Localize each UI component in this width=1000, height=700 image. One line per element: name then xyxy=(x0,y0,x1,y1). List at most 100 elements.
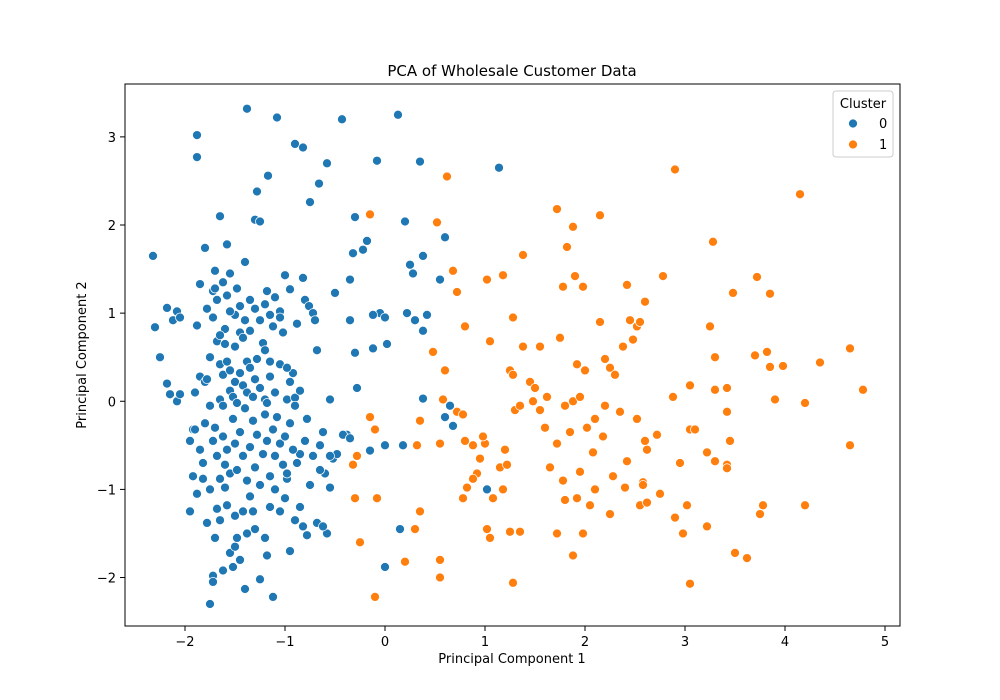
data-point-cluster-0 xyxy=(352,383,362,393)
data-point-cluster-0 xyxy=(260,345,270,356)
data-point-cluster-1 xyxy=(515,400,525,411)
data-point-cluster-0 xyxy=(190,387,200,398)
data-point-cluster-1 xyxy=(542,392,552,402)
data-point-cluster-0 xyxy=(415,156,425,167)
data-point-cluster-0 xyxy=(195,444,205,455)
data-point-cluster-0 xyxy=(218,277,228,288)
data-point-cluster-1 xyxy=(590,484,600,495)
data-point-cluster-1 xyxy=(438,394,448,405)
data-point-cluster-0 xyxy=(185,506,195,517)
data-point-cluster-1 xyxy=(605,509,615,519)
data-point-cluster-0 xyxy=(350,347,360,358)
data-point-cluster-1 xyxy=(765,288,775,299)
data-point-cluster-0 xyxy=(208,577,218,587)
data-point-cluster-0 xyxy=(238,451,248,461)
data-point-cluster-0 xyxy=(245,362,255,373)
data-point-cluster-1 xyxy=(562,242,572,252)
data-point-cluster-0 xyxy=(240,584,250,594)
data-point-cluster-0 xyxy=(222,290,232,301)
data-point-cluster-0 xyxy=(192,152,202,162)
data-point-cluster-0 xyxy=(395,524,405,534)
x-axis-ticks: −2 −1 0 1 2 3 4 5 xyxy=(175,626,889,650)
data-point-cluster-1 xyxy=(475,453,485,464)
data-point-cluster-0 xyxy=(345,274,355,285)
data-point-cluster-1 xyxy=(478,431,488,442)
data-point-cluster-1 xyxy=(762,347,772,357)
data-point-cluster-0 xyxy=(310,315,320,326)
data-point-cluster-0 xyxy=(258,449,268,459)
data-point-cluster-0 xyxy=(238,332,248,343)
data-point-cluster-1 xyxy=(610,369,620,380)
data-point-cluster-0 xyxy=(222,239,232,250)
data-point-cluster-0 xyxy=(210,283,220,294)
data-point-cluster-1 xyxy=(758,500,768,511)
data-point-cluster-0 xyxy=(232,533,242,543)
data-point-cluster-0 xyxy=(225,306,235,317)
data-point-cluster-0 xyxy=(262,286,272,296)
data-point-cluster-0 xyxy=(362,236,372,246)
data-point-cluster-0 xyxy=(222,356,232,367)
data-point-cluster-0 xyxy=(275,506,285,517)
data-point-cluster-1 xyxy=(452,287,462,297)
x-tick-label: 3 xyxy=(681,635,689,650)
data-point-cluster-0 xyxy=(262,550,272,561)
data-point-cluster-0 xyxy=(230,438,240,449)
data-point-cluster-0 xyxy=(232,465,242,475)
data-point-cluster-1 xyxy=(355,537,365,548)
data-point-cluster-0 xyxy=(250,462,260,473)
data-point-cluster-1 xyxy=(432,217,442,228)
data-point-cluster-1 xyxy=(690,424,700,435)
data-point-cluster-1 xyxy=(595,317,605,327)
data-point-cluster-1 xyxy=(600,400,610,411)
data-point-cluster-0 xyxy=(393,109,403,120)
data-point-cluster-0 xyxy=(265,371,275,382)
data-point-cluster-0 xyxy=(202,518,212,528)
data-point-cluster-0 xyxy=(228,562,238,572)
plot-frame xyxy=(124,83,901,627)
data-point-cluster-1 xyxy=(482,524,492,534)
data-point-cluster-0 xyxy=(422,310,432,320)
y-tick-label: 2 xyxy=(108,219,116,234)
data-point-cluster-1 xyxy=(530,383,540,393)
data-point-cluster-0 xyxy=(272,412,282,422)
data-point-cluster-0 xyxy=(312,345,322,356)
data-point-cluster-0 xyxy=(440,232,450,243)
data-point-cluster-0 xyxy=(268,424,278,435)
legend: Cluster 0 1 xyxy=(832,90,894,158)
data-point-cluster-0 xyxy=(298,273,308,283)
data-point-cluster-1 xyxy=(578,281,588,292)
data-point-cluster-0 xyxy=(262,398,272,408)
data-point-cluster-1 xyxy=(568,550,578,561)
data-point-cluster-0 xyxy=(198,458,208,468)
data-point-cluster-0 xyxy=(295,385,305,396)
data-point-cluster-0 xyxy=(440,412,450,422)
x-tick-label: 0 xyxy=(381,635,389,650)
data-point-cluster-0 xyxy=(418,393,428,404)
data-point-cluster-1 xyxy=(755,509,765,519)
data-point-cluster-1 xyxy=(575,392,585,402)
data-point-cluster-1 xyxy=(682,500,692,511)
data-point-cluster-0 xyxy=(205,484,215,495)
data-point-cluster-0 xyxy=(230,510,240,521)
data-point-cluster-1 xyxy=(502,459,512,470)
data-point-cluster-0 xyxy=(222,500,232,511)
data-point-cluster-0 xyxy=(220,482,230,493)
data-point-cluster-1 xyxy=(348,459,358,470)
data-point-cluster-0 xyxy=(245,442,255,452)
data-point-cluster-0 xyxy=(260,533,270,543)
data-point-cluster-0 xyxy=(185,436,195,446)
data-point-cluster-1 xyxy=(640,436,650,446)
data-point-cluster-0 xyxy=(252,429,262,440)
data-point-cluster-0 xyxy=(155,352,165,363)
x-tick-label: 5 xyxy=(881,635,889,650)
data-point-cluster-1 xyxy=(605,362,615,373)
data-point-cluster-0 xyxy=(218,400,228,411)
data-point-cluster-1 xyxy=(585,500,595,511)
data-point-cluster-1 xyxy=(685,380,695,391)
data-point-cluster-0 xyxy=(280,493,290,504)
data-point-cluster-0 xyxy=(318,521,328,532)
data-point-cluster-0 xyxy=(314,178,324,189)
data-point-cluster-1 xyxy=(535,341,545,352)
data-point-cluster-1 xyxy=(552,204,562,214)
data-point-cluster-0 xyxy=(270,292,280,303)
